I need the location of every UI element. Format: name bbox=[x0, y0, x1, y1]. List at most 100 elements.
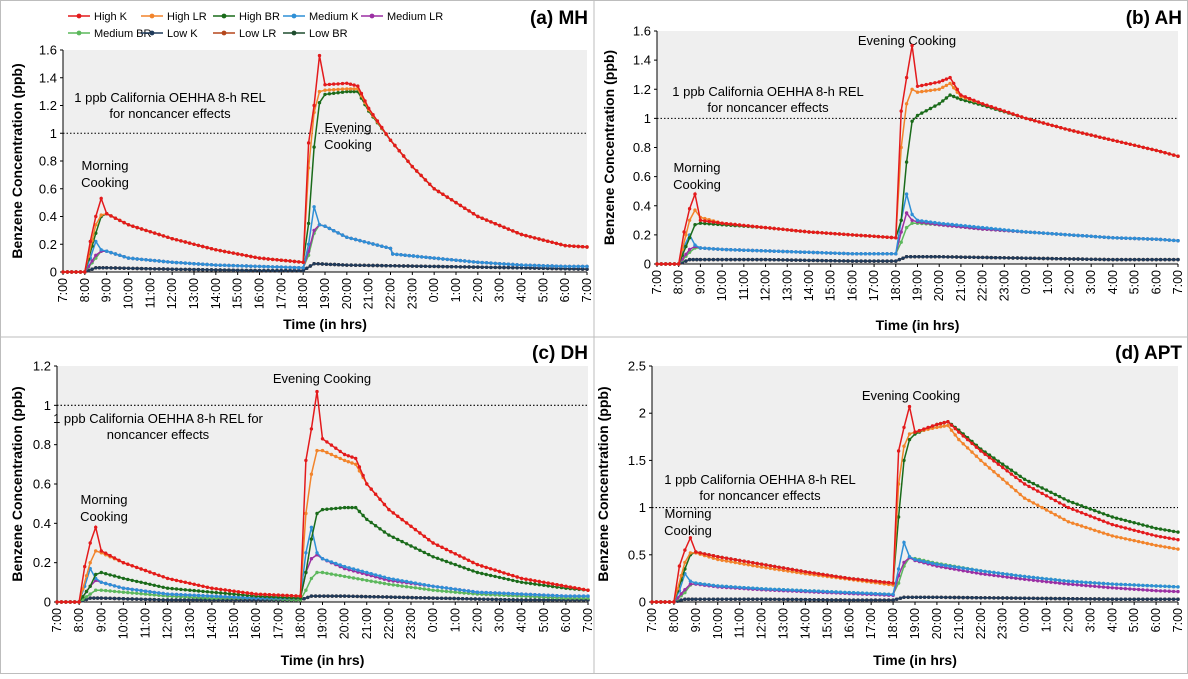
data-point bbox=[1141, 583, 1145, 588]
data-point bbox=[1172, 238, 1176, 243]
data-point bbox=[1167, 152, 1172, 156]
data-point bbox=[694, 581, 698, 585]
data-point bbox=[1150, 542, 1154, 547]
data-point bbox=[1009, 596, 1014, 600]
data-point bbox=[1005, 596, 1009, 600]
data-point bbox=[1084, 512, 1088, 517]
data-point bbox=[328, 262, 333, 267]
data-point bbox=[724, 556, 729, 560]
x-tick-label: 12:00 bbox=[755, 608, 769, 639]
data-point bbox=[679, 598, 683, 602]
data-point bbox=[214, 590, 218, 595]
data-point bbox=[954, 255, 959, 259]
data-point bbox=[342, 505, 347, 510]
data-point bbox=[329, 507, 334, 511]
data-point bbox=[688, 579, 693, 583]
data-point bbox=[382, 530, 387, 534]
data-point bbox=[812, 589, 816, 593]
data-point bbox=[952, 595, 957, 600]
data-point bbox=[963, 98, 967, 103]
x-tick-label: 12:00 bbox=[161, 608, 175, 639]
data-point bbox=[1128, 236, 1132, 241]
data-point bbox=[121, 576, 126, 581]
data-point bbox=[400, 579, 404, 583]
data-point bbox=[650, 600, 654, 604]
reference-label: 1 ppb California OEHHA 8-h REL bbox=[672, 84, 863, 99]
data-point bbox=[542, 593, 546, 597]
data-point bbox=[373, 492, 378, 496]
data-point bbox=[1102, 257, 1106, 262]
data-point bbox=[1057, 515, 1062, 519]
legend-item: Low K bbox=[141, 28, 198, 40]
data-point bbox=[1154, 534, 1158, 538]
data-point bbox=[1097, 517, 1101, 522]
data-point bbox=[219, 594, 223, 599]
y-tick-label: 0.6 bbox=[39, 181, 57, 196]
data-point bbox=[889, 235, 894, 240]
data-point bbox=[742, 562, 746, 566]
data-point bbox=[941, 85, 945, 90]
data-point bbox=[1150, 257, 1154, 262]
data-point bbox=[1075, 509, 1079, 513]
data-point bbox=[332, 262, 337, 267]
data-point bbox=[1009, 485, 1014, 489]
data-point bbox=[738, 558, 742, 563]
y-tick-label: 1.2 bbox=[33, 359, 51, 374]
x-tick-label: 19:00 bbox=[316, 608, 330, 639]
data-point bbox=[1040, 491, 1044, 496]
data-point bbox=[367, 241, 371, 245]
data-point bbox=[210, 586, 214, 590]
data-point bbox=[179, 587, 183, 592]
data-point bbox=[108, 596, 112, 600]
data-point bbox=[1075, 583, 1079, 587]
data-point bbox=[1014, 596, 1018, 600]
x-tick-label: 23:00 bbox=[996, 608, 1010, 639]
data-point bbox=[371, 263, 375, 268]
data-point bbox=[1098, 135, 1102, 139]
data-point bbox=[183, 261, 187, 265]
y-tick-label: 0 bbox=[50, 265, 57, 280]
data-point bbox=[315, 511, 319, 516]
data-point bbox=[304, 570, 308, 575]
x-tick-label: 9:00 bbox=[689, 608, 703, 632]
data-point bbox=[781, 258, 785, 262]
y-tick-label: 1.2 bbox=[39, 98, 57, 113]
data-point bbox=[236, 264, 240, 268]
data-point bbox=[334, 454, 338, 459]
data-point bbox=[1050, 232, 1054, 236]
data-point bbox=[910, 218, 914, 222]
data-point bbox=[1172, 153, 1176, 157]
data-point bbox=[1050, 256, 1054, 261]
data-point bbox=[786, 588, 790, 592]
data-point bbox=[428, 182, 432, 186]
data-point bbox=[1071, 521, 1075, 525]
data-point bbox=[869, 579, 873, 583]
data-point bbox=[340, 87, 345, 91]
data-point bbox=[1101, 597, 1106, 601]
data-point bbox=[413, 581, 418, 585]
x-tick-label: 18:00 bbox=[293, 608, 307, 639]
panel-title: (d) APT bbox=[1115, 343, 1182, 364]
x-tick-label: 3:00 bbox=[1083, 608, 1097, 632]
data-point bbox=[462, 591, 466, 595]
data-point bbox=[707, 246, 711, 251]
data-point bbox=[830, 574, 834, 578]
x-tick-label: 13:00 bbox=[777, 608, 791, 639]
data-point bbox=[401, 154, 406, 158]
data-point bbox=[902, 595, 906, 599]
data-point bbox=[585, 245, 589, 249]
data-point bbox=[1097, 597, 1101, 601]
data-point bbox=[1110, 522, 1115, 527]
data-point bbox=[1167, 597, 1171, 601]
data-point bbox=[369, 572, 373, 576]
data-point bbox=[528, 592, 533, 597]
data-point bbox=[192, 588, 196, 593]
data-point bbox=[847, 598, 851, 602]
x-tick-label: 15:00 bbox=[820, 608, 834, 639]
data-point bbox=[112, 574, 117, 578]
data-point bbox=[227, 268, 231, 272]
data-point bbox=[856, 598, 860, 602]
data-point bbox=[126, 223, 131, 227]
data-point bbox=[161, 259, 166, 264]
data-point bbox=[790, 567, 794, 572]
